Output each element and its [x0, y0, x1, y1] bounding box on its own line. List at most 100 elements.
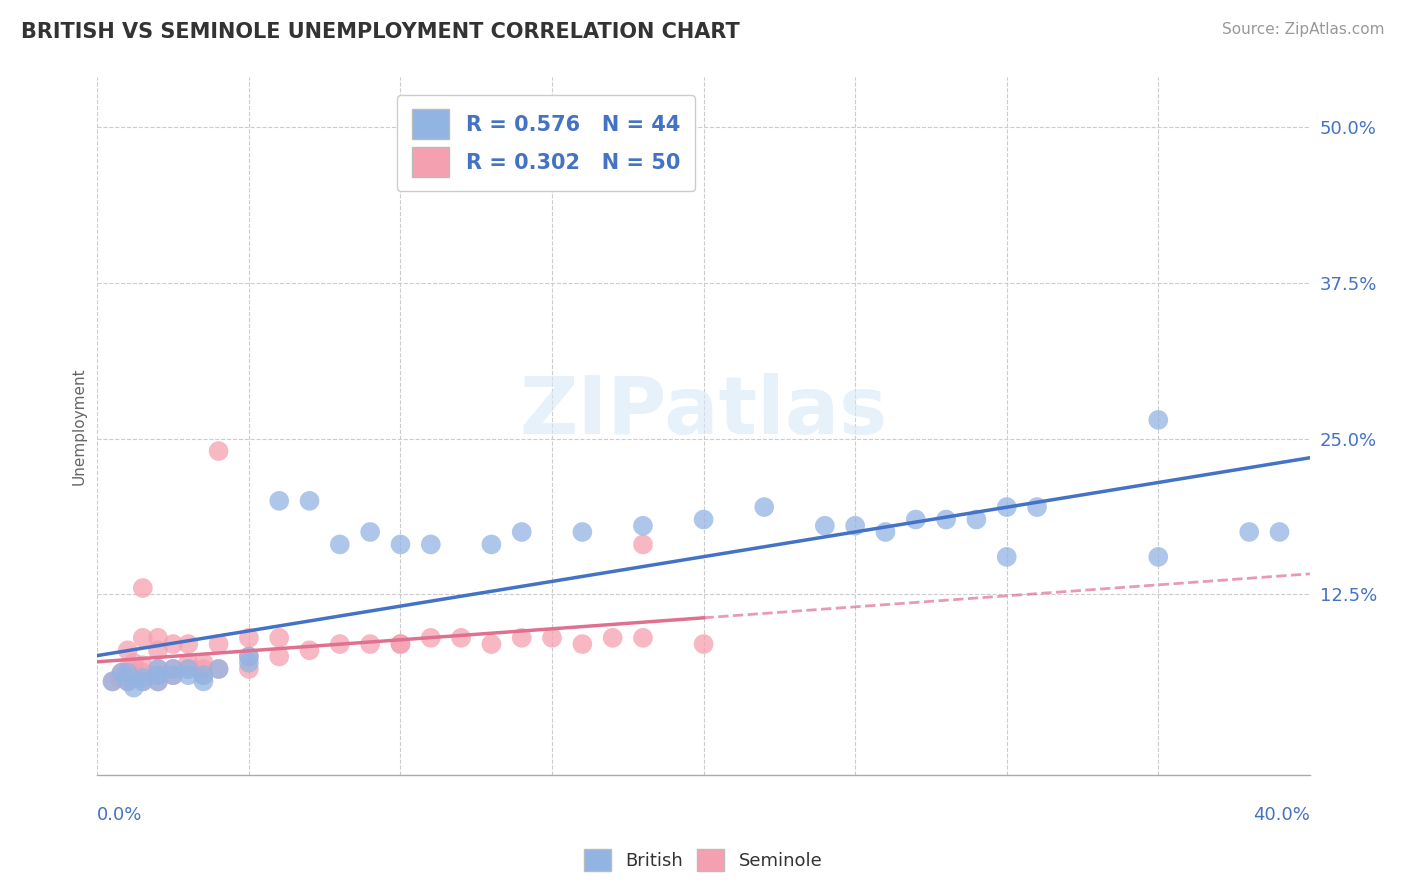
- Point: [571, 524, 593, 539]
- Point: [1237, 524, 1260, 539]
- Point: [146, 662, 169, 676]
- Point: [692, 512, 714, 526]
- Point: [193, 668, 215, 682]
- Point: [1026, 500, 1049, 514]
- Point: [754, 500, 776, 514]
- Point: [177, 662, 200, 676]
- Point: [419, 631, 441, 645]
- Point: [177, 656, 200, 670]
- Point: [101, 674, 124, 689]
- Point: [117, 674, 139, 689]
- Point: [146, 668, 169, 682]
- Point: [359, 524, 381, 539]
- Point: [110, 665, 132, 680]
- Legend: British, Seminole: British, Seminole: [576, 842, 830, 879]
- Point: [132, 671, 155, 685]
- Point: [965, 512, 987, 526]
- Point: [631, 631, 654, 645]
- Point: [117, 665, 139, 680]
- Text: BRITISH VS SEMINOLE UNEMPLOYMENT CORRELATION CHART: BRITISH VS SEMINOLE UNEMPLOYMENT CORRELA…: [21, 22, 740, 42]
- Point: [117, 662, 139, 676]
- Text: 40.0%: 40.0%: [1253, 806, 1310, 824]
- Point: [329, 637, 352, 651]
- Text: 0.0%: 0.0%: [97, 806, 143, 824]
- Point: [631, 537, 654, 551]
- Point: [110, 665, 132, 680]
- Point: [162, 662, 184, 676]
- Text: Source: ZipAtlas.com: Source: ZipAtlas.com: [1222, 22, 1385, 37]
- Point: [814, 518, 837, 533]
- Point: [193, 656, 215, 670]
- Point: [269, 631, 291, 645]
- Point: [631, 518, 654, 533]
- Point: [450, 631, 472, 645]
- Point: [122, 656, 145, 670]
- Point: [177, 662, 200, 676]
- Point: [146, 631, 169, 645]
- Point: [177, 668, 200, 682]
- Point: [995, 500, 1018, 514]
- Point: [162, 662, 184, 676]
- Point: [146, 674, 169, 689]
- Point: [207, 662, 229, 676]
- Point: [207, 662, 229, 676]
- Point: [162, 668, 184, 682]
- Point: [541, 631, 564, 645]
- Point: [692, 637, 714, 651]
- Point: [359, 637, 381, 651]
- Point: [122, 681, 145, 695]
- Point: [298, 493, 321, 508]
- Point: [162, 668, 184, 682]
- Point: [269, 493, 291, 508]
- Point: [419, 537, 441, 551]
- Point: [146, 643, 169, 657]
- Legend: R = 0.576   N = 44, R = 0.302   N = 50: R = 0.576 N = 44, R = 0.302 N = 50: [396, 95, 695, 191]
- Point: [389, 537, 412, 551]
- Point: [1268, 524, 1291, 539]
- Point: [193, 662, 215, 676]
- Point: [132, 631, 155, 645]
- Point: [162, 637, 184, 651]
- Point: [117, 674, 139, 689]
- Point: [510, 631, 533, 645]
- Point: [571, 637, 593, 651]
- Point: [1147, 413, 1170, 427]
- Point: [117, 643, 139, 657]
- Point: [298, 643, 321, 657]
- Point: [207, 637, 229, 651]
- Point: [269, 649, 291, 664]
- Point: [481, 637, 503, 651]
- Point: [132, 665, 155, 680]
- Point: [875, 524, 897, 539]
- Point: [238, 649, 260, 664]
- Point: [844, 518, 866, 533]
- Point: [177, 637, 200, 651]
- Point: [132, 581, 155, 595]
- Point: [329, 537, 352, 551]
- Point: [132, 674, 155, 689]
- Point: [193, 674, 215, 689]
- Point: [193, 668, 215, 682]
- Point: [101, 674, 124, 689]
- Point: [904, 512, 927, 526]
- Point: [481, 537, 503, 551]
- Point: [132, 674, 155, 689]
- Point: [510, 524, 533, 539]
- Point: [389, 637, 412, 651]
- Point: [146, 662, 169, 676]
- Point: [117, 671, 139, 685]
- Point: [602, 631, 624, 645]
- Point: [238, 631, 260, 645]
- Text: ZIPatlas: ZIPatlas: [519, 373, 887, 451]
- Point: [146, 668, 169, 682]
- Point: [238, 649, 260, 664]
- Point: [995, 549, 1018, 564]
- Point: [935, 512, 957, 526]
- Point: [389, 637, 412, 651]
- Point: [238, 656, 260, 670]
- Point: [146, 674, 169, 689]
- Point: [107, 671, 129, 685]
- Point: [238, 662, 260, 676]
- Point: [1147, 549, 1170, 564]
- Point: [132, 658, 155, 673]
